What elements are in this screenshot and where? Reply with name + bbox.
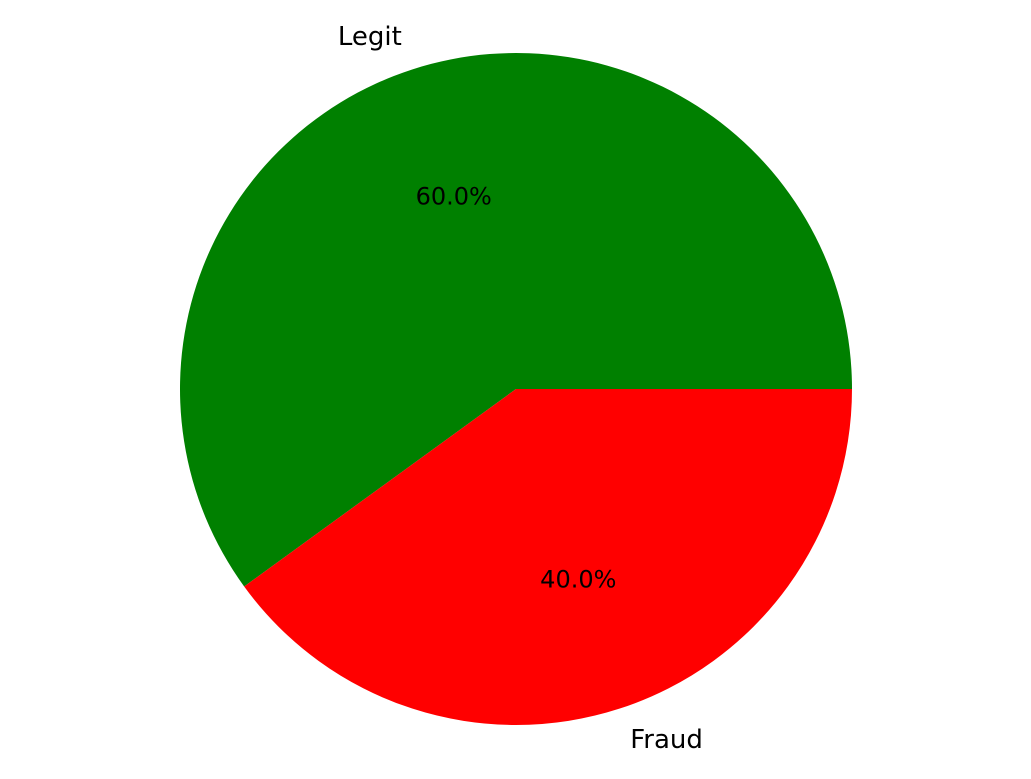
- category-label-fraud: Fraud: [630, 725, 703, 755]
- pie-slice-legit: [179, 53, 852, 587]
- percent-label-legit: 60.0%: [416, 182, 492, 210]
- pie-slice-fraud: [244, 389, 852, 726]
- pie-labels: Legit 60.0% Fraud 40.0%: [338, 22, 703, 755]
- category-label-legit: Legit: [338, 22, 402, 52]
- pie-slices: [179, 53, 852, 726]
- percent-label-fraud: 40.0%: [540, 566, 616, 594]
